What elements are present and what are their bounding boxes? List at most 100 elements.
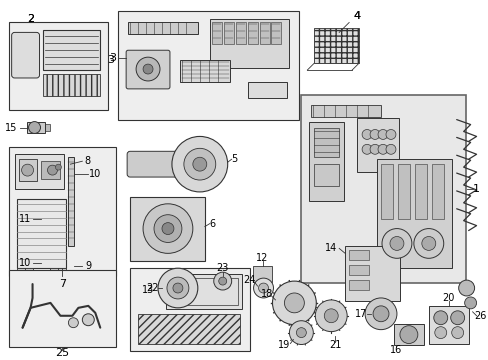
Bar: [271, 22, 281, 44]
Circle shape: [451, 327, 463, 338]
Circle shape: [399, 326, 417, 343]
Bar: [170, 278, 237, 305]
Circle shape: [28, 122, 41, 134]
Bar: [348, 250, 368, 260]
Circle shape: [213, 272, 231, 290]
Bar: [356, 118, 398, 172]
Bar: [397, 164, 409, 219]
Text: 10: 10: [89, 169, 101, 179]
Circle shape: [143, 204, 192, 253]
Circle shape: [434, 327, 446, 338]
Text: 9: 9: [85, 261, 91, 271]
Circle shape: [172, 136, 227, 192]
Text: 4: 4: [353, 10, 360, 21]
Bar: [428, 306, 468, 343]
Text: 19: 19: [278, 341, 290, 351]
Circle shape: [162, 222, 174, 234]
Circle shape: [369, 144, 379, 154]
Circle shape: [258, 283, 268, 293]
Text: 20: 20: [442, 293, 454, 303]
Bar: [235, 22, 245, 44]
Text: 25: 25: [55, 348, 69, 359]
Bar: [247, 22, 257, 44]
Circle shape: [136, 57, 160, 81]
Bar: [311, 105, 380, 117]
Circle shape: [82, 314, 94, 326]
Circle shape: [361, 130, 371, 139]
Text: 3: 3: [106, 55, 114, 65]
Bar: [314, 164, 339, 186]
Bar: [348, 265, 368, 275]
Text: 23: 23: [216, 263, 228, 273]
Text: 2: 2: [27, 14, 34, 23]
Bar: [26, 122, 44, 134]
Text: 24: 24: [243, 275, 255, 285]
Text: 21: 21: [328, 341, 341, 351]
Circle shape: [21, 164, 34, 176]
FancyBboxPatch shape: [126, 50, 170, 89]
Bar: [314, 127, 339, 157]
Bar: [211, 22, 221, 44]
Circle shape: [272, 281, 316, 325]
Circle shape: [315, 300, 346, 332]
Text: 6: 6: [209, 219, 215, 229]
Circle shape: [458, 280, 474, 296]
Circle shape: [324, 309, 338, 323]
Circle shape: [55, 164, 61, 170]
Circle shape: [385, 144, 395, 154]
Circle shape: [377, 130, 387, 139]
Bar: [17, 268, 33, 276]
Bar: [118, 10, 299, 120]
Circle shape: [183, 148, 215, 180]
Bar: [50, 268, 66, 276]
Bar: [301, 95, 465, 283]
Bar: [138, 314, 239, 343]
Circle shape: [68, 318, 78, 328]
Bar: [68, 157, 74, 246]
Text: 12: 12: [256, 253, 268, 263]
Circle shape: [372, 306, 388, 322]
FancyBboxPatch shape: [12, 32, 40, 78]
Circle shape: [361, 144, 371, 154]
Text: 1: 1: [472, 184, 479, 194]
Bar: [252, 266, 272, 282]
Circle shape: [381, 229, 411, 258]
Circle shape: [143, 64, 153, 74]
Circle shape: [433, 311, 447, 325]
Bar: [345, 246, 399, 301]
Circle shape: [450, 311, 464, 325]
Text: 13: 13: [142, 285, 154, 295]
Text: 26: 26: [473, 311, 486, 321]
Text: 7: 7: [59, 279, 66, 289]
Circle shape: [284, 293, 304, 313]
Bar: [393, 324, 423, 346]
Circle shape: [377, 144, 387, 154]
Circle shape: [154, 215, 182, 242]
Text: 5: 5: [231, 154, 237, 164]
Text: 2: 2: [27, 14, 34, 23]
Bar: [223, 22, 233, 44]
Circle shape: [47, 165, 57, 175]
Bar: [314, 28, 358, 63]
Bar: [128, 22, 198, 35]
Bar: [44, 123, 50, 131]
Bar: [42, 74, 100, 96]
Bar: [15, 154, 64, 189]
Circle shape: [421, 237, 435, 250]
Bar: [41, 161, 61, 179]
Text: 16: 16: [389, 346, 401, 355]
Bar: [414, 164, 426, 219]
Text: 15: 15: [4, 122, 17, 132]
Circle shape: [158, 268, 198, 308]
Bar: [9, 270, 116, 347]
Bar: [209, 18, 289, 68]
Text: 10: 10: [19, 258, 31, 268]
Circle shape: [389, 237, 403, 250]
Text: 14: 14: [325, 243, 337, 253]
Text: 4: 4: [353, 10, 360, 21]
Circle shape: [369, 130, 379, 139]
Circle shape: [253, 278, 273, 298]
Bar: [380, 164, 392, 219]
Text: 17: 17: [354, 309, 366, 319]
Bar: [259, 22, 269, 44]
